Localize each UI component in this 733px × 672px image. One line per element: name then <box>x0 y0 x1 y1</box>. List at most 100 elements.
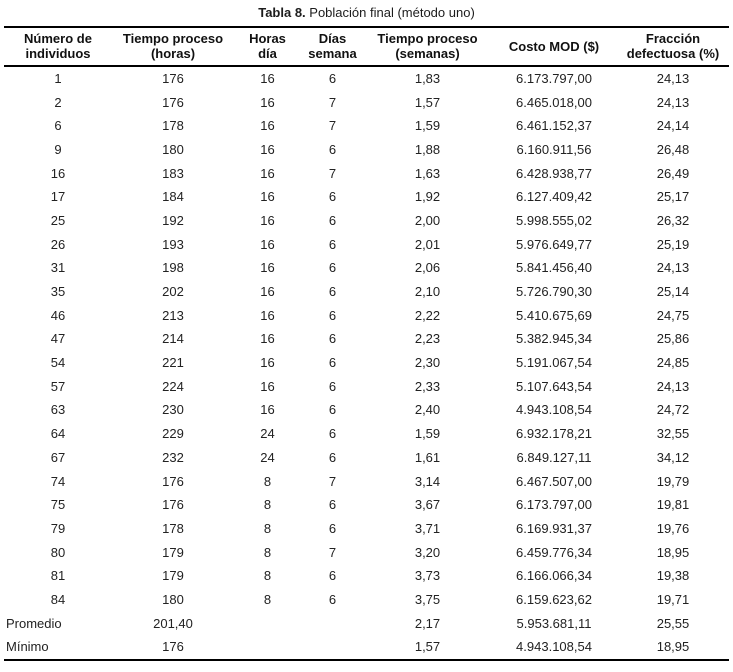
table-cell: 179 <box>162 568 184 584</box>
table-cell: 54 <box>50 355 66 371</box>
table-cell <box>234 636 301 661</box>
table-row: 2 176 16 7 1,57 6.465.018,00 24,13 <box>4 91 729 115</box>
table-cell: 5.382.945,34 <box>516 331 592 347</box>
table-body: 1 176 16 6 1,83 6.173.797,00 24,13 2 176 16 7 1,57 6… <box>4 66 729 660</box>
table-cell: 7 <box>328 94 337 110</box>
table-cell: 176 <box>162 473 184 489</box>
table-cell: 25,14 <box>656 284 690 300</box>
table-cell: 24,13 <box>656 260 690 276</box>
table-cell: 26,32 <box>656 212 690 228</box>
table-cell: 5.841.456,40 <box>516 260 592 276</box>
table-cell: 6.173.797,00 <box>516 497 592 513</box>
table-cell: 3,75 <box>414 591 441 607</box>
table-cell: 2,40 <box>414 402 441 418</box>
table-cell: 79 <box>50 520 66 536</box>
table-cell: 64 <box>50 426 66 442</box>
table-cell: 18,95 <box>656 639 690 655</box>
table-cell: 2 <box>54 94 62 110</box>
table-cell: 3,71 <box>414 520 441 536</box>
table-cell: 183 <box>162 165 184 181</box>
table-cell: 16 <box>260 307 275 323</box>
column-header: Tiempo proceso (horas) <box>112 27 234 67</box>
table-cell: 176 <box>162 94 184 110</box>
table-cell: 2,00 <box>414 212 441 228</box>
table-cell: 8 <box>263 568 272 584</box>
table-cell: 6 <box>328 141 337 157</box>
table-cell: 2,33 <box>414 378 441 394</box>
table-row: Mínimo 176 1,57 4.943.108,54 18,95 <box>4 636 729 661</box>
table-cell: 16 <box>260 402 275 418</box>
table-cell: 180 <box>162 591 184 607</box>
table-cell: 6 <box>328 378 337 394</box>
table-row: 63 230 16 6 2,40 4.943.108,54 24,72 <box>4 399 729 423</box>
table-cell: 16 <box>260 165 275 181</box>
table-cell: 8 <box>263 520 272 536</box>
table-cell: 16 <box>260 331 275 347</box>
table-row: 31 198 16 6 2,06 5.841.456,40 24,13 <box>4 257 729 281</box>
table-cell: 6 <box>328 236 337 252</box>
table-cell: 2,17 <box>414 615 441 631</box>
table-cell: 6 <box>328 497 337 513</box>
table-row: 80 179 8 7 3,20 6.459.776,34 18,95 <box>4 541 729 565</box>
table-cell: 9 <box>54 141 62 157</box>
table-cell: 57 <box>50 378 66 394</box>
table-cell: 80 <box>50 544 66 560</box>
table-cell: 2,22 <box>414 307 441 323</box>
table-cell: 3,20 <box>414 544 441 560</box>
table-cell: 6 <box>328 307 337 323</box>
table-cell: 3,73 <box>414 568 441 584</box>
table-cell: 6 <box>328 189 337 205</box>
table-cell: 1,57 <box>414 639 441 655</box>
table-row: 64 229 24 6 1,59 6.932.178,21 32,55 <box>4 422 729 446</box>
table-cell: 5.191.067,54 <box>516 355 592 371</box>
table-cell: 26,49 <box>656 165 690 181</box>
table-cell: 5.976.649,77 <box>516 236 592 252</box>
column-header: Costo MOD ($) <box>491 27 617 67</box>
table-cell: 67 <box>50 449 66 465</box>
table-cell: 4.943.108,54 <box>516 639 592 655</box>
table-cell: 178 <box>162 520 184 536</box>
table-cell: 2,01 <box>414 236 441 252</box>
table-cell: 6.173.797,00 <box>516 70 592 86</box>
table-cell: 6 <box>328 331 337 347</box>
table-cell: 6 <box>328 284 337 300</box>
table-cell: 74 <box>50 473 66 489</box>
table-cell: 18,95 <box>656 544 690 560</box>
table-cell: 6.461.152,37 <box>516 118 592 134</box>
table-row: 79 178 8 6 3,71 6.169.931,37 19,76 <box>4 517 729 541</box>
table-cell: 6 <box>328 568 337 584</box>
table-cell: 16 <box>260 378 275 394</box>
table-cell: 2,30 <box>414 355 441 371</box>
table-cell: 24 <box>260 449 275 465</box>
poblacion-final-table: Número de individuos Tiempo proceso (horas)… <box>4 26 729 662</box>
table-cell: 24 <box>260 426 275 442</box>
table-cell: 1,88 <box>414 141 441 157</box>
column-header: Número de individuos <box>4 27 112 67</box>
table-cell: 1,92 <box>414 189 441 205</box>
table-cell: 198 <box>162 260 184 276</box>
table-cell: 6.159.623,62 <box>516 591 592 607</box>
table-cell: 6.169.931,37 <box>516 520 592 536</box>
table-cell: Promedio <box>6 615 62 631</box>
table-cell: 193 <box>162 236 184 252</box>
table-cell: 19,81 <box>656 497 690 513</box>
table-cell: 6.467.507,00 <box>516 473 592 489</box>
table-cell: 32,55 <box>656 426 690 442</box>
table-row: Promedio 201,40 2,17 5.953.681,11 25,55 <box>4 612 729 636</box>
table-cell: 214 <box>162 331 184 347</box>
table-cell: 24,14 <box>656 118 690 134</box>
table-cell <box>234 612 301 636</box>
table-cell: 6 <box>328 70 337 86</box>
table-cell: 25,55 <box>656 615 690 631</box>
table-cell: 8 <box>263 473 272 489</box>
table-cell: 224 <box>162 378 184 394</box>
table-cell: 6 <box>328 591 337 607</box>
table-cell: Mínimo <box>6 639 49 655</box>
table-row: 74 176 8 7 3,14 6.467.507,00 19,79 <box>4 470 729 494</box>
table-cell: 2,06 <box>414 260 441 276</box>
table-caption-label: Tabla 8. <box>258 5 306 20</box>
table-cell: 176 <box>162 639 184 655</box>
table-cell: 4.943.108,54 <box>516 402 592 418</box>
table-cell: 84 <box>50 591 66 607</box>
table-caption-text: Población final (método uno) <box>305 5 475 20</box>
